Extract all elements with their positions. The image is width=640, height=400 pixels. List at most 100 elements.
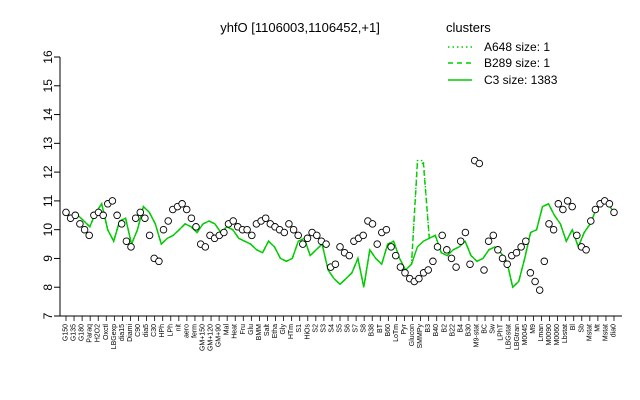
data-point bbox=[322, 240, 330, 248]
y-tick-label: 12 bbox=[41, 165, 55, 179]
x-tick-label: Salt bbox=[264, 324, 271, 336]
y-tick-label: 16 bbox=[41, 50, 55, 64]
x-tick-label: Diami bbox=[127, 324, 134, 342]
x-tick-label: Pyr bbox=[401, 323, 408, 334]
x-tick-label: S6 bbox=[345, 324, 352, 333]
x-tick-label: ferm bbox=[191, 324, 198, 338]
x-tick-label: G135 bbox=[71, 324, 78, 341]
data-point bbox=[540, 257, 549, 266]
x-tick-label: S3 bbox=[320, 324, 327, 333]
x-tick-label: S1 bbox=[296, 324, 303, 333]
data-point bbox=[201, 243, 210, 251]
data-point bbox=[484, 237, 493, 245]
x-tick-label: Mt bbox=[594, 324, 601, 332]
x-tick-label: B2 bbox=[441, 324, 448, 333]
data-point bbox=[136, 208, 145, 217]
data-point bbox=[466, 260, 474, 268]
x-tick-label: LPh bbox=[167, 324, 174, 337]
x-tick-label: B22 bbox=[449, 324, 456, 337]
data-point bbox=[563, 197, 572, 205]
data-point bbox=[456, 237, 465, 245]
x-tick-label: LBGexp bbox=[111, 324, 118, 349]
y-tick-label: 15 bbox=[41, 79, 55, 93]
x-tick-label: B30 bbox=[465, 324, 472, 337]
x-tick-label: dia0 bbox=[611, 324, 618, 337]
x-tick-label: M0060 bbox=[554, 324, 561, 346]
x-tick-label: Sw bbox=[490, 323, 497, 334]
x-tick-label: GM+120 bbox=[208, 324, 215, 351]
x-tick-label: S4 bbox=[328, 324, 335, 333]
x-tick-label: Oxctl bbox=[103, 324, 110, 340]
x-tick-label: SMMPy bbox=[417, 324, 424, 349]
data-point bbox=[452, 263, 460, 271]
plot-frame bbox=[59, 57, 622, 317]
data-point bbox=[182, 205, 191, 214]
data-point bbox=[605, 200, 614, 208]
x-tick-label: Lman bbox=[538, 324, 545, 342]
data-point bbox=[522, 237, 530, 245]
x-tick-label: Bl bbox=[570, 324, 577, 331]
x-tick-label: dia15 bbox=[119, 324, 126, 341]
data-point bbox=[80, 225, 89, 234]
data-point bbox=[131, 214, 140, 222]
data-point bbox=[345, 251, 354, 260]
x-tick-label: B60 bbox=[385, 324, 392, 337]
data-point bbox=[299, 240, 307, 248]
data-point bbox=[85, 231, 93, 240]
legend-entry: C3 size: 1383 bbox=[484, 73, 558, 87]
data-point bbox=[289, 225, 298, 234]
x-tick-label: M0045 bbox=[522, 324, 529, 346]
x-tick-label: H2O2 bbox=[95, 324, 102, 342]
x-tick-label: G180 bbox=[79, 324, 86, 341]
y-axis: 7 8 9 10 11 12 13 14 15 16 bbox=[41, 50, 60, 319]
data-point bbox=[382, 225, 391, 234]
legend-title: clusters bbox=[446, 20, 491, 35]
y-tick-label: 14 bbox=[41, 108, 55, 122]
data-point bbox=[591, 205, 600, 214]
x-tick-label: B38 bbox=[369, 324, 376, 337]
data-point bbox=[71, 211, 80, 220]
data-point bbox=[76, 220, 84, 228]
data-point bbox=[517, 243, 525, 251]
data-point bbox=[248, 231, 256, 240]
x-tick-label: Gly bbox=[280, 324, 287, 335]
data-point bbox=[229, 217, 237, 225]
x-tick-label: G150 bbox=[63, 324, 70, 341]
data-point bbox=[178, 200, 186, 208]
y-tick-label: 10 bbox=[41, 223, 55, 237]
data-point bbox=[387, 243, 395, 251]
y-tick-label: 7 bbox=[41, 312, 55, 319]
x-tick-label: B4 bbox=[457, 324, 464, 333]
data-point bbox=[155, 257, 163, 266]
data-point bbox=[159, 225, 168, 234]
data-point bbox=[145, 231, 154, 240]
data-point bbox=[489, 231, 498, 240]
data-point bbox=[127, 243, 135, 251]
data-point bbox=[438, 231, 446, 240]
x-tick-label: S2 bbox=[312, 324, 319, 333]
x-tick-label: Etha bbox=[272, 324, 279, 339]
x-tick-label: BT bbox=[377, 323, 384, 333]
data-point bbox=[554, 200, 563, 208]
data-point bbox=[294, 231, 302, 240]
x-tick-label: Mal bbox=[224, 324, 231, 336]
data-point bbox=[447, 254, 456, 263]
x-tick-label: Lbstat bbox=[562, 324, 569, 343]
y-tick-label: 13 bbox=[41, 136, 55, 150]
series-line-dotted bbox=[65, 159, 615, 289]
data-point bbox=[587, 217, 595, 225]
y-tick-label: 11 bbox=[41, 194, 55, 207]
data-point bbox=[531, 277, 539, 286]
data-point bbox=[373, 240, 381, 248]
x-tick-label: B3 bbox=[425, 324, 432, 333]
data-points bbox=[62, 156, 618, 294]
legend: clusters A648 size: 1 B289 size: 1 C3 si… bbox=[446, 20, 558, 87]
data-point bbox=[582, 246, 590, 254]
data-point bbox=[141, 214, 149, 222]
x-tick-label: HPh bbox=[159, 324, 166, 338]
x-tick-label: aero bbox=[183, 324, 190, 338]
x-tick-label: Fru bbox=[240, 324, 247, 335]
x-tick-label: HiOs bbox=[304, 324, 311, 340]
x-tick-label: M9-stat bbox=[474, 324, 481, 347]
